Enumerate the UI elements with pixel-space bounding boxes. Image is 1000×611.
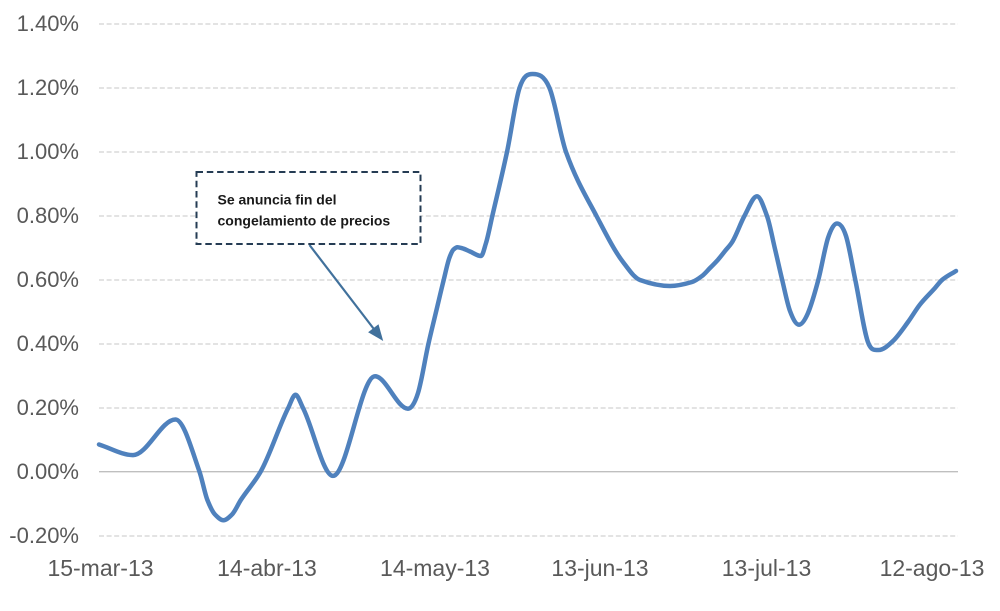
svg-text:14-abr-13: 14-abr-13 [217, 555, 317, 581]
svg-text:15-mar-13: 15-mar-13 [47, 555, 153, 581]
svg-text:12-ago-13: 12-ago-13 [880, 555, 985, 581]
svg-text:-0.20%: -0.20% [9, 523, 79, 548]
svg-text:0.80%: 0.80% [17, 203, 79, 228]
svg-text:0.20%: 0.20% [17, 395, 79, 420]
svg-text:14-may-13: 14-may-13 [380, 555, 490, 581]
svg-text:congelamiento de precios: congelamiento de precios [218, 213, 391, 229]
svg-text:1.40%: 1.40% [17, 11, 79, 36]
svg-text:1.00%: 1.00% [17, 139, 79, 164]
svg-text:0.60%: 0.60% [17, 267, 79, 292]
svg-text:13-jul-13: 13-jul-13 [722, 555, 812, 581]
svg-text:Se anuncia fin del: Se anuncia fin del [218, 192, 337, 208]
svg-text:13-jun-13: 13-jun-13 [551, 555, 648, 581]
svg-text:0.00%: 0.00% [17, 459, 79, 484]
svg-text:1.20%: 1.20% [17, 75, 79, 100]
svg-text:0.40%: 0.40% [17, 331, 79, 356]
